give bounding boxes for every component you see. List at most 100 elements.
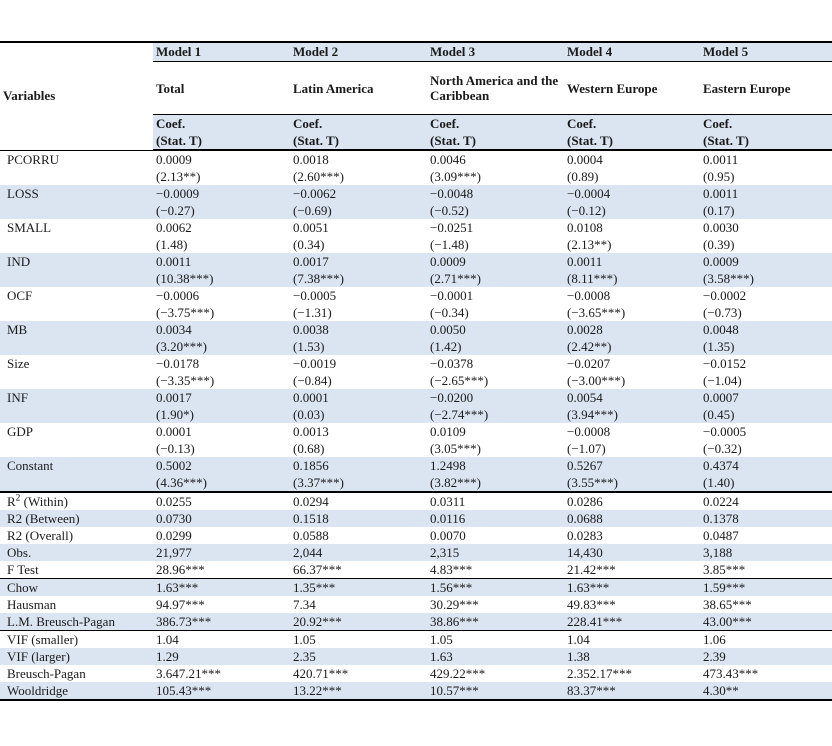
stat-label: R2 (Within) <box>0 491 153 510</box>
coef-cell: 0.0009 (2.71***) <box>427 253 564 287</box>
coef-cell: −0.0005 (−1.31) <box>290 287 427 321</box>
stat-value: 1.59*** <box>700 578 832 596</box>
coef-value: −0.0062 <box>293 186 337 201</box>
stat-value: 38.86*** <box>430 614 479 629</box>
coef-value: −0.0009 <box>156 186 200 201</box>
coef-value: 0.1856 <box>293 458 329 473</box>
stat-value: 228.41*** <box>567 614 623 629</box>
stat-value: 94.97*** <box>156 597 205 612</box>
coef-value: 0.0007 <box>703 390 739 405</box>
stat-value: 2.35 <box>293 649 316 664</box>
stat-value: 21,977 <box>156 545 192 560</box>
table-row: MB 0.0034 (3.20***) 0.0038 (1.53) 0.0050 (1.42… <box>0 321 832 355</box>
t-stat-value: (2.71***) <box>430 271 481 286</box>
table-row: F Test 28.96*** 66.37*** 4.83*** 21.42*** 3.8… <box>0 561 832 579</box>
coef-cell: 0.0011 (0.17) <box>700 185 832 219</box>
variable-label: SMALL <box>7 220 52 235</box>
stat-value: 1.63*** <box>153 578 290 596</box>
variables-header: Variables <box>0 42 153 151</box>
region-north-america: North America and the Caribbean <box>427 61 564 115</box>
stat-value: 20.92*** <box>293 614 342 629</box>
coef-value: −0.0005 <box>293 288 337 303</box>
t-stat-value: (−2.74***) <box>430 407 489 422</box>
t-stat-value: (0.34) <box>293 237 325 252</box>
stat-t-label: (Stat. T) <box>430 133 476 148</box>
t-stat-value: (1.48) <box>156 237 188 252</box>
stat-label: Obs. <box>7 545 32 560</box>
coef-header: Coef. (Stat. T) <box>564 114 700 151</box>
t-stat-value: (3.37***) <box>293 475 344 490</box>
table-row: Chow 1.63*** 1.35*** 1.56*** 1.63*** 1.59*** <box>0 578 832 596</box>
stat-value: 0.0255 <box>153 491 290 510</box>
coef-value: 0.0013 <box>293 424 329 439</box>
coef-value: 0.5267 <box>567 458 603 473</box>
region-eastern-europe: Eastern Europe <box>700 61 832 115</box>
coef-cell: −0.0378 (−2.65***) <box>427 355 564 389</box>
stat-value: 386.73*** <box>156 614 212 629</box>
region-western-europe: Western Europe <box>564 61 700 115</box>
t-stat-value: (3.20***) <box>156 339 207 354</box>
coef-value: 0.0030 <box>703 220 739 235</box>
stat-value: 7.34 <box>293 597 316 612</box>
stat-value: 3,188 <box>703 545 733 560</box>
regression-table: Variables Model 1 Model 2 Model 3 Model … <box>0 41 832 701</box>
variable-label: Size <box>7 356 30 371</box>
t-stat-value: (−0.34) <box>430 305 469 320</box>
coef-cell: 0.0050 (1.42) <box>427 321 564 355</box>
t-stat-value: (3.09***) <box>430 169 481 184</box>
stat-value: 14,430 <box>567 545 603 560</box>
stat-value: 0.0224 <box>700 491 832 510</box>
coef-cell: −0.0019 (−0.84) <box>290 355 427 389</box>
model-header-row: Variables Model 1 Model 2 Model 3 Model … <box>0 42 832 151</box>
coef-cell: 0.0017 (1.90*) <box>153 389 290 423</box>
table-row: IND 0.0011 (10.38***) 0.0017 (7.38***) 0.0009… <box>0 253 832 287</box>
table-row: Constant 0.5002 (4.36***) 0.1856 (3.37***) 1.… <box>0 457 832 492</box>
coef-value: −0.0178 <box>156 356 200 371</box>
t-stat-value: (1.35) <box>703 339 735 354</box>
coef-value: −0.0048 <box>430 186 474 201</box>
stat-value: 4.30** <box>703 683 739 698</box>
coef-cell: 0.1856 (3.37***) <box>290 457 427 492</box>
t-stat-value: (0.03) <box>293 407 325 422</box>
stat-value: 105.43*** <box>156 683 212 698</box>
stat-value: 2.352.17*** <box>567 666 632 681</box>
stat-label: F Test <box>7 562 39 577</box>
stat-label: L.M. Breusch-Pagan <box>7 614 115 629</box>
coef-value: 0.0009 <box>156 152 192 167</box>
coef-value: 0.0009 <box>703 254 739 269</box>
coef-value: −0.0008 <box>567 424 611 439</box>
coef-cell: −0.0004 (−0.12) <box>564 185 700 219</box>
coef-value: 0.0048 <box>703 322 739 337</box>
t-stat-value: (7.38***) <box>293 271 344 286</box>
coef-value: 0.0004 <box>567 152 603 167</box>
coef-cell: 0.0013 (0.68) <box>290 423 427 457</box>
coef-value: 0.0009 <box>430 254 466 269</box>
stat-label: Breusch-Pagan <box>7 666 86 681</box>
variable-label: OCF <box>7 288 33 303</box>
t-stat-value: (−0.32) <box>703 441 742 456</box>
model-5-header: Model 5 <box>700 42 832 62</box>
model-1-header: Model 1 <box>153 42 290 62</box>
coef-cell: −0.0048 (−0.52) <box>427 185 564 219</box>
stat-value: 3.85*** <box>703 562 746 577</box>
stat-value: 2.39 <box>703 649 726 664</box>
t-stat-value: (−3.00***) <box>567 373 626 388</box>
coef-value: 0.0046 <box>430 152 466 167</box>
coef-label: Coef. <box>567 116 597 131</box>
region-total: Total <box>153 61 290 115</box>
stat-value: 0.0283 <box>567 528 603 543</box>
t-stat-value: (4.36***) <box>156 475 207 490</box>
t-stat-value: (3.94***) <box>567 407 618 422</box>
coef-cell: 0.0009 (3.58***) <box>700 253 832 287</box>
stat-label: Hausman <box>7 597 57 612</box>
t-stat-value: (−0.73) <box>703 305 742 320</box>
variable-label: Constant <box>7 458 54 473</box>
stat-value: 10.57*** <box>430 683 479 698</box>
stat-value: 473.43*** <box>703 666 759 681</box>
t-stat-value: (2.13**) <box>567 237 612 252</box>
coef-value: 0.0011 <box>156 254 192 269</box>
variable-label: MB <box>7 322 28 337</box>
stat-value: 49.83*** <box>567 597 616 612</box>
table-row: Hausman 94.97*** 7.34 30.29*** 49.83*** 38.65… <box>0 596 832 613</box>
t-stat-value: (2.13**) <box>156 169 201 184</box>
